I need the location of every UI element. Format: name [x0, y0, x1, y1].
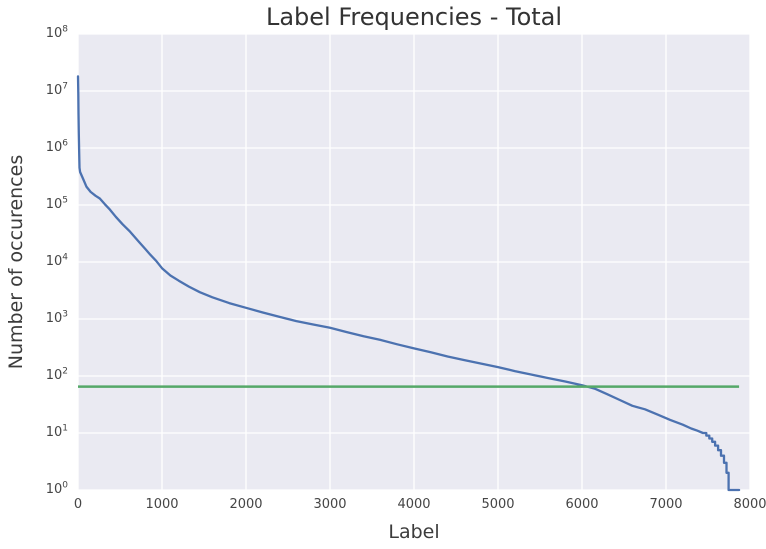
chart-title: Label Frequencies - Total [265, 3, 563, 31]
x-tick-label: 4000 [397, 497, 431, 512]
y-tick-label: 100 [45, 480, 68, 497]
y-tick-label: 108 [45, 24, 68, 41]
x-tick-label: 5000 [481, 497, 515, 512]
y-tick-label: 107 [45, 81, 68, 98]
x-axis-label: Label [388, 521, 440, 543]
x-tick-label: 0 [73, 497, 83, 512]
y-tick-label: 104 [45, 252, 68, 269]
x-tick-label: 1000 [145, 497, 179, 512]
y-tick-label: 101 [45, 423, 68, 440]
y-tick-label: 105 [45, 195, 68, 212]
x-tick-label: 3000 [313, 497, 347, 512]
x-tick-label: 2000 [229, 497, 263, 512]
x-tick-label: 8000 [733, 497, 766, 512]
y-tick-label: 106 [45, 138, 68, 155]
x-tick-label: 7000 [649, 497, 683, 512]
y-tick-label: 102 [45, 366, 68, 383]
x-tick-label: 6000 [565, 497, 599, 512]
frequency-curve [76, 75, 741, 492]
y-tick-label: 103 [45, 309, 68, 326]
